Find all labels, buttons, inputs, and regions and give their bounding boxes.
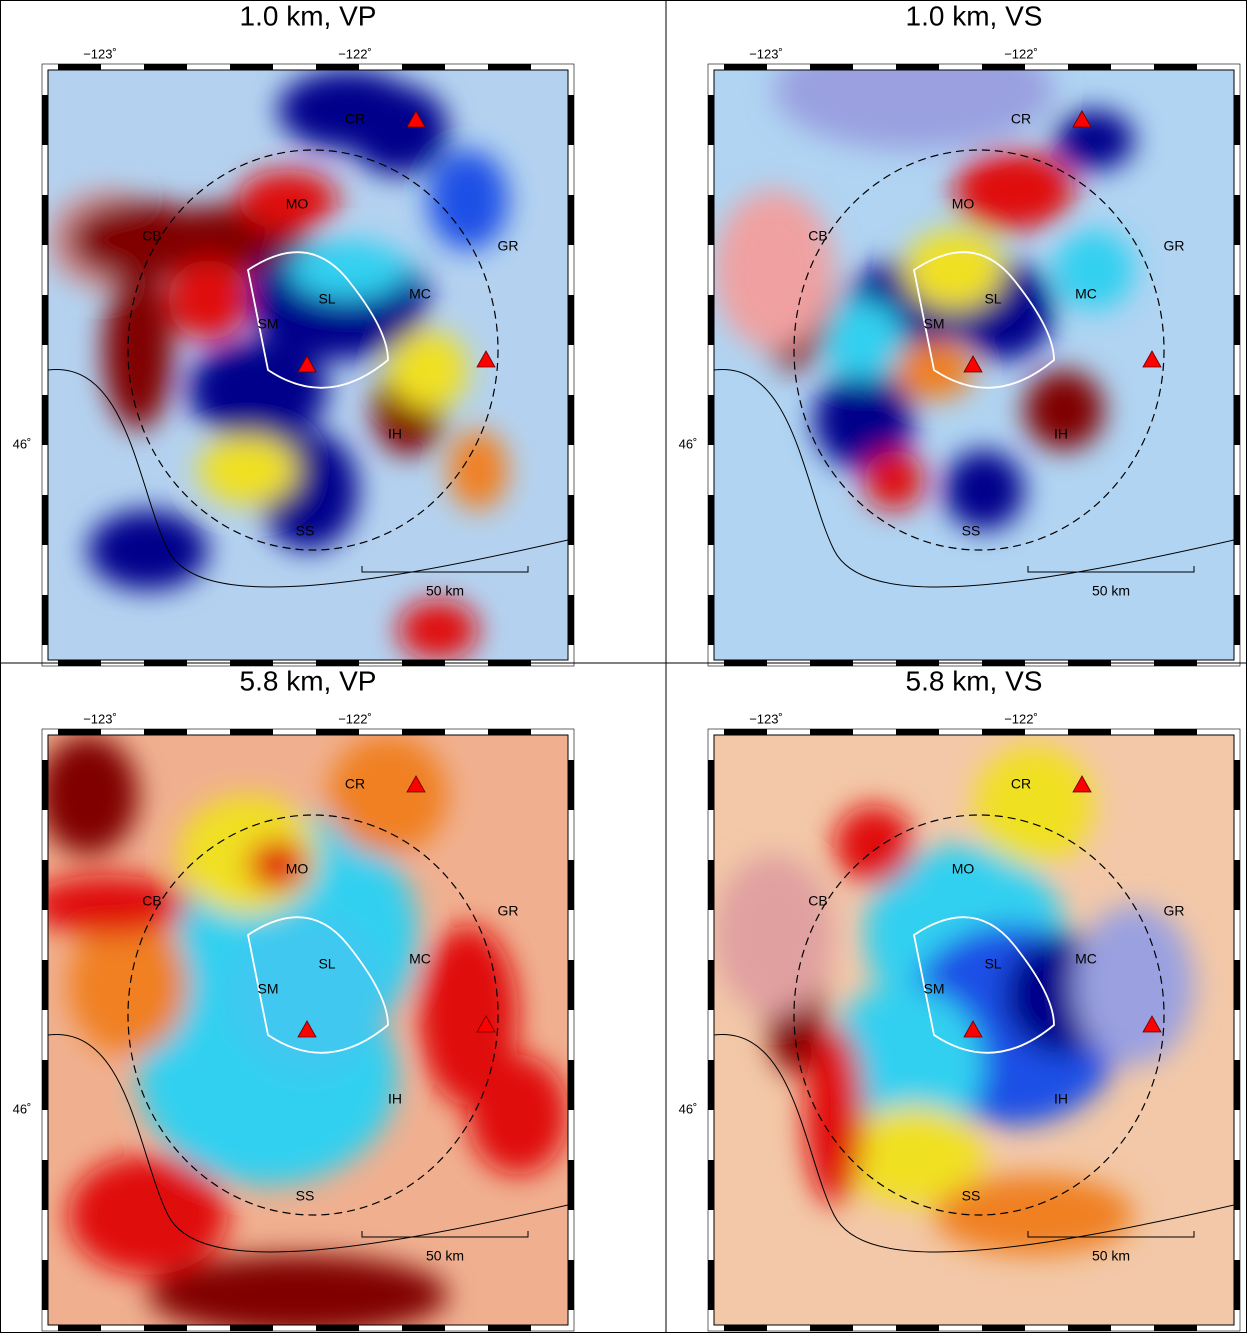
place-label: GR xyxy=(498,903,519,919)
anomaly xyxy=(448,430,508,510)
map-area: CR MO CB GR SL SM MC IH SS 50 km xyxy=(48,70,568,660)
anomaly xyxy=(824,300,904,380)
lon-label: −122˚ xyxy=(1004,711,1038,726)
map-area: CR MO CB GR SL SM MC IH SS 50 km xyxy=(714,30,1234,660)
place-label: SL xyxy=(984,291,1001,307)
anomaly xyxy=(944,450,1024,530)
place-label: IH xyxy=(1054,1091,1068,1107)
place-label: CR xyxy=(345,111,365,127)
anomaly xyxy=(468,1055,568,1175)
place-label: SS xyxy=(962,1188,981,1204)
place-label: MC xyxy=(1075,286,1097,302)
place-label: SM xyxy=(258,981,279,997)
lon-label: −123˚ xyxy=(749,46,783,61)
anomaly xyxy=(198,435,298,505)
place-label: IH xyxy=(388,1091,402,1107)
anomaly xyxy=(148,1255,448,1333)
place-label: CB xyxy=(808,228,827,244)
place-label: SM xyxy=(924,981,945,997)
place-label: SM xyxy=(924,316,945,332)
place-label: MC xyxy=(1075,951,1097,967)
place-label: CB xyxy=(142,893,161,909)
lon-label: −123˚ xyxy=(83,711,117,726)
anomaly xyxy=(288,240,408,300)
place-label: MC xyxy=(409,286,431,302)
figure: 1.0 km, VP −123˚ −122˚ 46˚ CR MO CB GR SL SM MC IH S… xyxy=(0,0,1247,1333)
place-label: MO xyxy=(952,196,975,212)
anomaly xyxy=(103,270,173,430)
place-label: SS xyxy=(296,523,315,539)
place-label: SS xyxy=(296,1188,315,1204)
lon-label: −123˚ xyxy=(749,711,783,726)
place-label: CR xyxy=(1011,776,1031,792)
anomaly xyxy=(834,805,914,885)
anomaly xyxy=(398,600,478,660)
anomaly xyxy=(88,510,208,590)
lon-label: −122˚ xyxy=(338,46,372,61)
map-panel: 5.8 km, VS −123˚ −122˚ 46˚ CR MO CB GR SL SM MC IH S… xyxy=(679,665,1240,1331)
scale-label: 50 km xyxy=(426,1248,464,1264)
map-panel: 1.0 km, VP −123˚ −122˚ 46˚ CR MO CB GR SL SM MC IH S… xyxy=(13,0,574,666)
place-label: IH xyxy=(388,426,402,442)
anomaly xyxy=(28,875,188,935)
place-label: IH xyxy=(1054,426,1068,442)
panel-title: 1.0 km, VS xyxy=(906,0,1043,31)
place-label: MO xyxy=(286,196,309,212)
panel-title: 1.0 km, VP xyxy=(240,0,377,31)
place-label: CR xyxy=(345,776,365,792)
place-label: SS xyxy=(962,523,981,539)
scale-label: 50 km xyxy=(1092,583,1130,599)
lat-label: 46˚ xyxy=(679,436,698,451)
place-label: GR xyxy=(1164,238,1185,254)
anomaly xyxy=(38,735,138,855)
anomaly xyxy=(388,330,468,410)
anomaly xyxy=(1074,905,1194,1065)
anomaly xyxy=(188,340,328,440)
place-label: SL xyxy=(318,956,335,972)
place-label: CB xyxy=(142,228,161,244)
anomaly xyxy=(714,190,834,350)
place-label: GR xyxy=(498,238,519,254)
place-label: CR xyxy=(1011,111,1031,127)
anomaly xyxy=(68,915,188,1055)
anomaly xyxy=(864,450,924,510)
anomaly xyxy=(168,260,248,340)
anomaly xyxy=(328,735,448,855)
place-label: SL xyxy=(318,291,335,307)
anomaly xyxy=(428,150,508,250)
place-label: GR xyxy=(1164,903,1185,919)
lat-label: 46˚ xyxy=(679,1101,698,1116)
anomaly xyxy=(348,85,448,175)
map-panel: 1.0 km, VS −123˚ −122˚ 46˚ CR MO CB GR SL SM MC IH S… xyxy=(679,0,1240,666)
scale-label: 50 km xyxy=(1092,1248,1130,1264)
map-area: CR MO CB GR SL SM MC IH SS 50 km xyxy=(714,735,1234,1325)
lon-label: −122˚ xyxy=(338,711,372,726)
map-panel: 5.8 km, VP −123˚ −122˚ 46˚ CR MO CB GR SL SM MC IH S… xyxy=(13,665,574,1333)
panel-title: 5.8 km, VP xyxy=(240,665,377,696)
place-label: MO xyxy=(952,861,975,877)
scale-label: 50 km xyxy=(426,583,464,599)
anomaly xyxy=(68,1155,228,1275)
anomaly xyxy=(974,745,1094,865)
place-label: CB xyxy=(808,893,827,909)
anomaly xyxy=(714,855,834,1015)
anomaly xyxy=(1054,110,1134,170)
lat-label: 46˚ xyxy=(13,436,32,451)
lat-label: 46˚ xyxy=(13,1101,32,1116)
anomaly xyxy=(954,150,1074,230)
place-label: MO xyxy=(286,861,309,877)
place-label: SL xyxy=(984,956,1001,972)
lon-label: −122˚ xyxy=(1004,46,1038,61)
place-label: SM xyxy=(258,316,279,332)
lon-label: −123˚ xyxy=(83,46,117,61)
place-label: MC xyxy=(409,951,431,967)
map-area: CR MO CB GR SL SM MC IH SS 50 km xyxy=(28,735,568,1333)
panel-title: 5.8 km, VS xyxy=(906,665,1043,696)
